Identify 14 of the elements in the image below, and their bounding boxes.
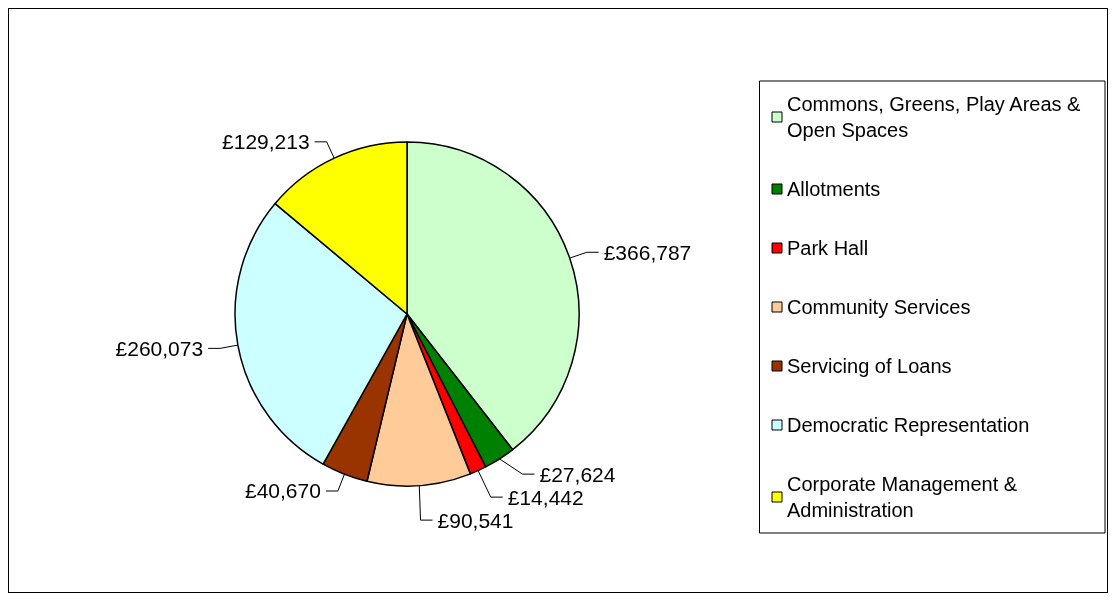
legend-label: Park Hall [787,237,869,259]
data-label: £14,442 [507,485,584,509]
legend-label: Commons, Greens, Play Areas & Open Spaces [787,93,1087,141]
data-label: £260,073 [115,336,204,360]
data-label: £27,624 [539,462,616,486]
legend-label: Corporate Management & Administration [787,473,1023,521]
data-label: £129,213 [222,130,310,154]
legend-label: Allotments [787,178,881,200]
legend-label: Community Services [787,296,971,318]
data-label: £40,670 [244,479,321,503]
legend-label: Servicing of Loans [787,355,952,377]
legend-label: Democratic Representation [787,414,1030,436]
data-label: £90,541 [437,508,514,532]
data-label: £366,787 [603,240,692,264]
